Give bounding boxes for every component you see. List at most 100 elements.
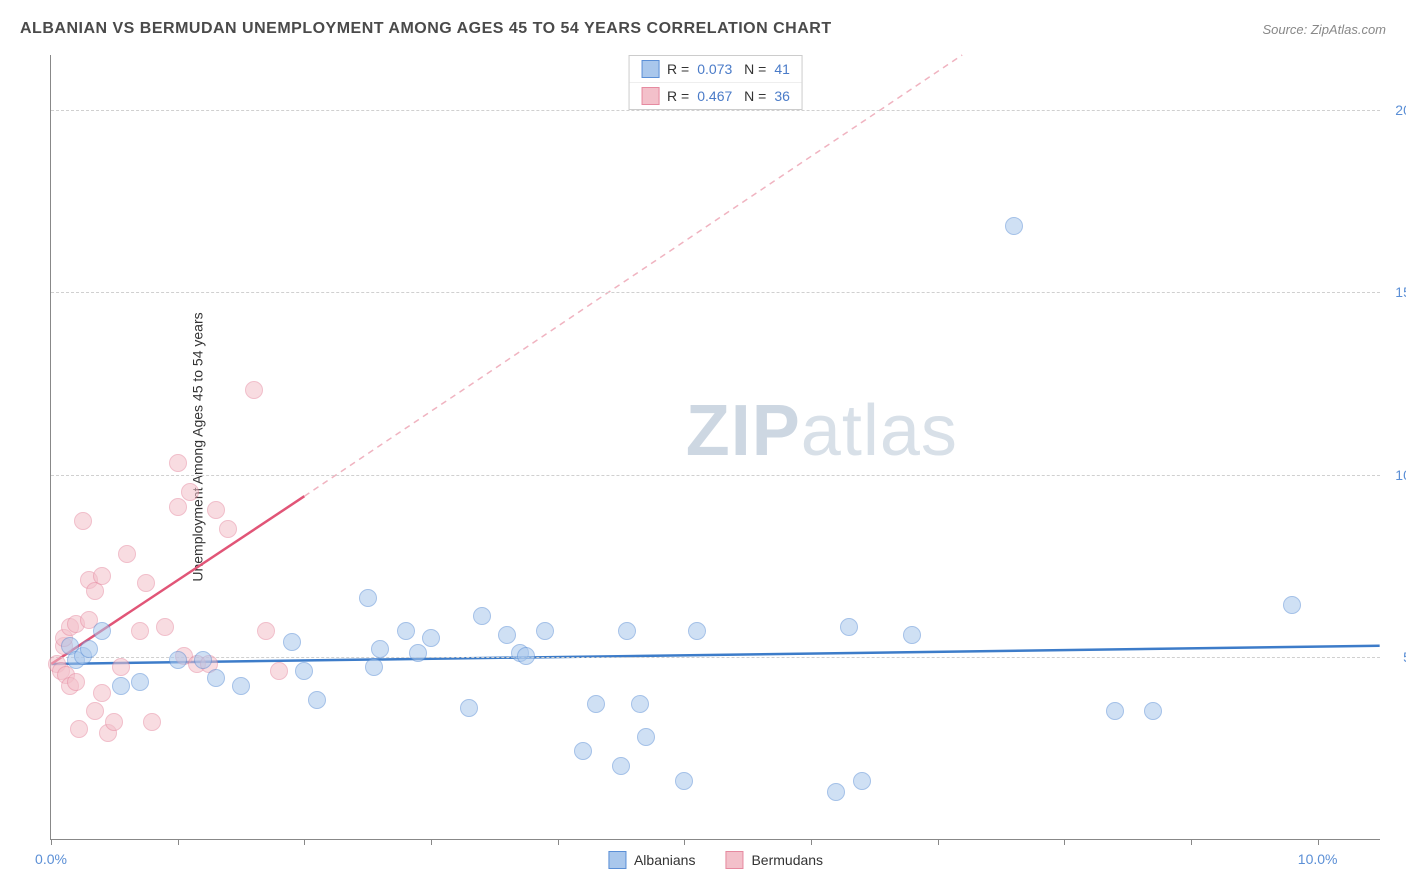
data-point (112, 658, 130, 676)
chart-title: ALBANIAN VS BERMUDAN UNEMPLOYMENT AMONG … (20, 20, 832, 38)
legend-label: Bermudans (751, 852, 823, 868)
data-point (143, 713, 161, 731)
data-point (574, 742, 592, 760)
data-point (257, 622, 275, 640)
data-point (112, 677, 130, 695)
data-point (169, 651, 187, 669)
data-point (618, 622, 636, 640)
data-point (93, 684, 111, 702)
x-tick (938, 839, 939, 845)
x-tick (178, 839, 179, 845)
data-point (93, 567, 111, 585)
data-point (70, 720, 88, 738)
data-point (181, 483, 199, 501)
series-legend: Albanians Bermudans (608, 851, 823, 869)
legend-label: Albanians (634, 852, 696, 868)
gridline (51, 292, 1380, 293)
correlation-legend: R = 0.073 N = 41 R = 0.467 N = 36 (628, 55, 803, 110)
legend-r-value: 0.467 (697, 88, 732, 104)
x-tick-label: 10.0% (1298, 851, 1338, 867)
data-point (840, 618, 858, 636)
data-point (371, 640, 389, 658)
y-tick-label: 15.0% (1395, 284, 1406, 300)
data-point (207, 501, 225, 519)
x-tick-label: 0.0% (35, 851, 67, 867)
trend-lines-layer (51, 55, 1380, 839)
data-point (169, 498, 187, 516)
x-tick (811, 839, 812, 845)
legend-n-label: N = (740, 61, 766, 77)
legend-n-label: N = (740, 88, 766, 104)
x-tick (304, 839, 305, 845)
data-point (283, 633, 301, 651)
data-point (86, 702, 104, 720)
source-attribution: Source: ZipAtlas.com (1262, 22, 1386, 37)
data-point (118, 545, 136, 563)
data-point (422, 629, 440, 647)
data-point (169, 454, 187, 472)
legend-n-value: 41 (774, 61, 790, 77)
legend-swatch (608, 851, 626, 869)
data-point (460, 699, 478, 717)
data-point (1005, 217, 1023, 235)
legend-r-label: R = (667, 88, 689, 104)
data-point (137, 574, 155, 592)
data-point (473, 607, 491, 625)
data-point (74, 512, 92, 530)
data-point (131, 673, 149, 691)
legend-swatch (725, 851, 743, 869)
data-point (365, 658, 383, 676)
data-point (232, 677, 250, 695)
data-point (827, 783, 845, 801)
legend-n-value: 36 (774, 88, 790, 104)
data-point (194, 651, 212, 669)
y-tick-label: 10.0% (1395, 467, 1406, 483)
x-tick (51, 839, 52, 845)
gridline (51, 110, 1380, 111)
data-point (397, 622, 415, 640)
scatter-plot: Unemployment Among Ages 45 to 54 years Z… (50, 55, 1380, 840)
data-point (80, 640, 98, 658)
data-point (245, 381, 263, 399)
data-point (853, 772, 871, 790)
y-tick-label: 20.0% (1395, 102, 1406, 118)
data-point (1106, 702, 1124, 720)
data-point (295, 662, 313, 680)
gridline (51, 475, 1380, 476)
x-tick (684, 839, 685, 845)
data-point (1283, 596, 1301, 614)
legend-r-value: 0.073 (697, 61, 732, 77)
data-point (105, 713, 123, 731)
legend-row-albanians: R = 0.073 N = 41 (629, 56, 802, 82)
legend-swatch (641, 60, 659, 78)
legend-item-albanians: Albanians (608, 851, 696, 869)
data-point (359, 589, 377, 607)
data-point (409, 644, 427, 662)
data-point (308, 691, 326, 709)
data-point (587, 695, 605, 713)
data-point (637, 728, 655, 746)
data-point (517, 647, 535, 665)
data-point (67, 673, 85, 691)
data-point (1144, 702, 1162, 720)
x-tick (431, 839, 432, 845)
x-tick (1318, 839, 1319, 845)
x-tick (558, 839, 559, 845)
legend-item-bermudans: Bermudans (725, 851, 823, 869)
data-point (631, 695, 649, 713)
x-tick (1064, 839, 1065, 845)
x-tick (1191, 839, 1192, 845)
data-point (675, 772, 693, 790)
data-point (498, 626, 516, 644)
legend-swatch (641, 87, 659, 105)
data-point (219, 520, 237, 538)
data-point (131, 622, 149, 640)
data-point (612, 757, 630, 775)
gridline (51, 657, 1380, 658)
data-point (536, 622, 554, 640)
data-point (903, 626, 921, 644)
legend-r-label: R = (667, 61, 689, 77)
data-point (156, 618, 174, 636)
data-point (270, 662, 288, 680)
data-point (688, 622, 706, 640)
